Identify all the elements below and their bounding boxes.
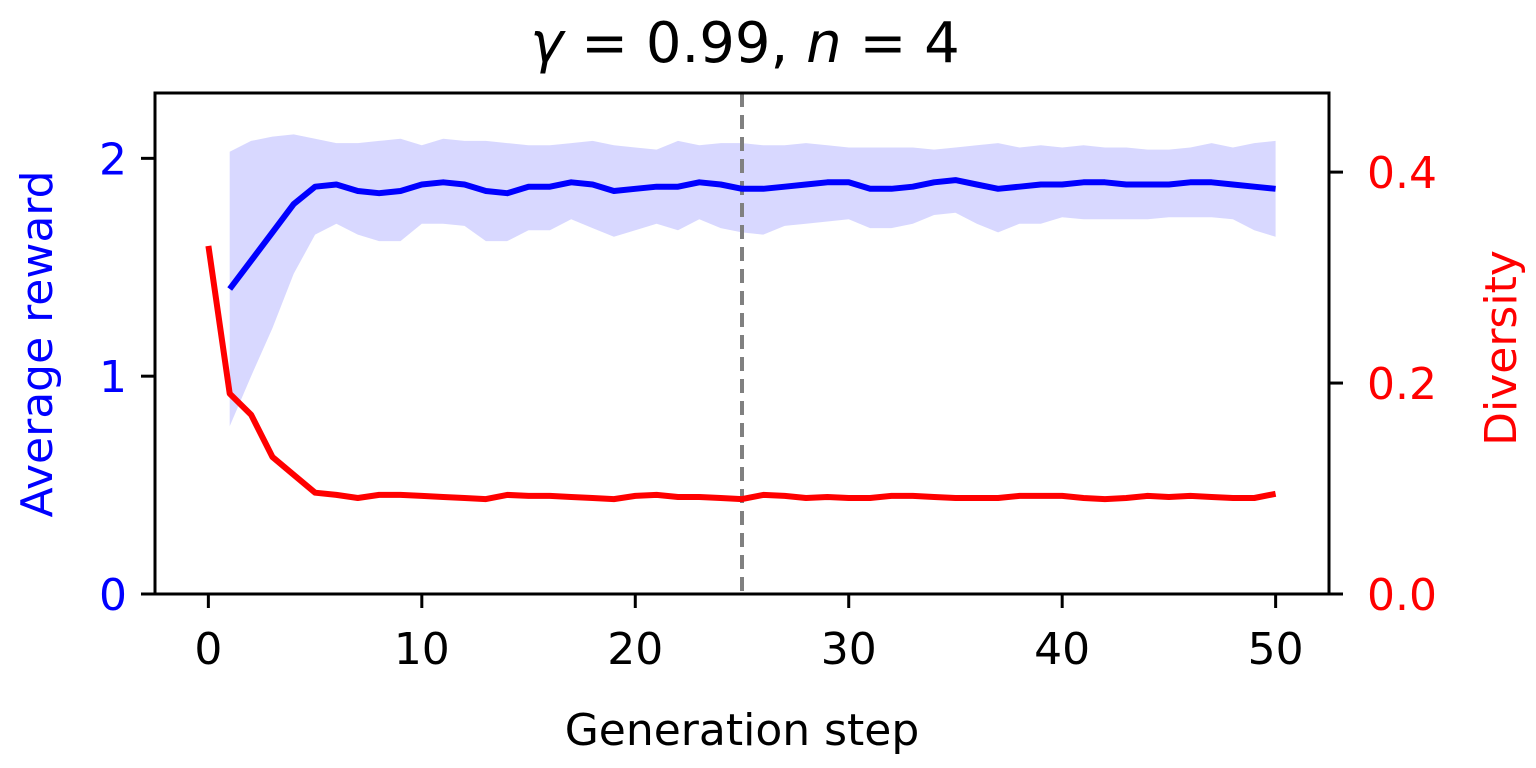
- x-tick-label: 20: [607, 624, 663, 675]
- x-tick-label: 50: [1248, 624, 1304, 675]
- y-left-tick-label: 2: [99, 134, 127, 185]
- x-tick-label: 40: [1034, 624, 1090, 675]
- x-tick-label: 30: [821, 624, 877, 675]
- x-tick-label: 10: [394, 624, 450, 675]
- series-line-average-reward: [227, 177, 1276, 291]
- reward-std-band: [229, 134, 1276, 427]
- plot-frame: [153, 91, 1331, 596]
- title-eq2: = 4: [842, 11, 960, 76]
- title-n: n: [806, 11, 842, 76]
- x-axis-label: Generation step: [565, 705, 920, 756]
- series-line-diversity: [205, 245, 1277, 503]
- y-right-tick-label: 0.2: [1367, 359, 1437, 410]
- chart-title: γ = 0.99, n = 4: [530, 11, 960, 76]
- y-right-tick-label: 0.0: [1367, 570, 1437, 621]
- y-left-tick-label: 0: [99, 570, 127, 621]
- y-left-tick-label: 1: [99, 352, 127, 403]
- y-right-tick-label: 0.4: [1367, 148, 1437, 199]
- title-eq1: = 0.99,: [563, 11, 806, 76]
- y-right-axis-label: Diversity: [1476, 250, 1527, 446]
- x-tick-label: 0: [194, 624, 222, 675]
- title-gamma: γ: [530, 11, 566, 76]
- y-left-axis-label: Average reward: [12, 170, 63, 517]
